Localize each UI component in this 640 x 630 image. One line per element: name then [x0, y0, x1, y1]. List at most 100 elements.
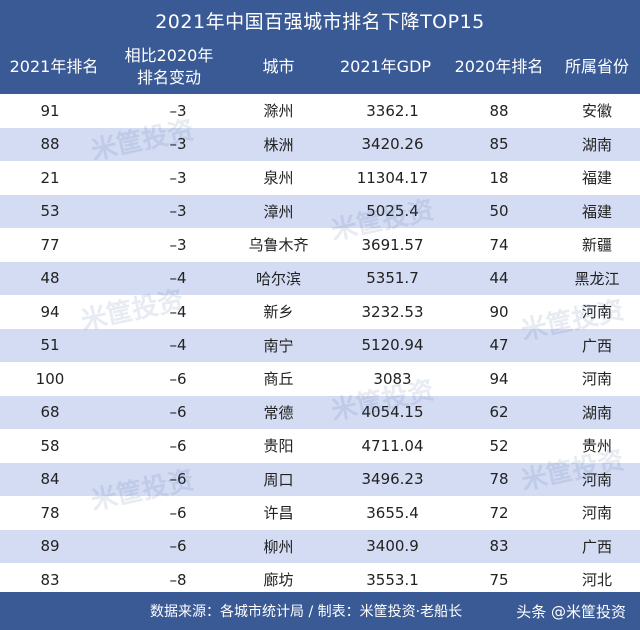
table-row: 94 –4 新乡 3232.53 90 河南 — [0, 295, 640, 329]
cell-city: 乌鲁木齐 — [248, 236, 309, 255]
cell-rank-2020: 88 — [489, 101, 509, 120]
cell-gdp-2021: 3083 — [373, 369, 412, 388]
cell-rank-2020: 75 — [489, 570, 509, 589]
cell-rank-change: –3 — [169, 202, 187, 221]
header-rank-change: 相比2020年 排名变动 — [108, 40, 230, 94]
cell-province: 河南 — [581, 370, 612, 389]
table-row: 51 –4 南宁 5120.94 47 广西 — [0, 328, 640, 362]
cell-province: 河南 — [581, 303, 612, 322]
source-note: 数据来源：各城市统计局 / 制表：米筐投资·老船长 — [150, 604, 463, 620]
cell-rank-2020: 62 — [489, 403, 509, 422]
table-row: 21 –3 泉州 11304.17 18 福建 — [0, 161, 640, 195]
table-row: 91 –3 滁州 3362.1 88 安徽 — [0, 94, 640, 128]
cell-rank-2020: 18 — [489, 168, 509, 187]
cell-gdp-2021: 3553.1 — [366, 570, 419, 589]
cell-rank-2021: 100 — [35, 369, 65, 388]
cell-city: 滁州 — [263, 102, 294, 121]
cell-rank-change: –3 — [169, 168, 187, 187]
cell-gdp-2021: 3420.26 — [361, 135, 424, 154]
cell-province: 湖南 — [581, 403, 612, 422]
cell-rank-change: –6 — [169, 436, 187, 455]
cell-province: 河北 — [581, 571, 612, 590]
cell-rank-change: –3 — [169, 101, 187, 120]
cell-rank-2020: 44 — [489, 269, 509, 288]
cell-city: 常德 — [263, 403, 294, 422]
cell-city: 廊坊 — [263, 571, 294, 590]
header-rank-2020: 2020年排名 — [454, 57, 544, 76]
cell-gdp-2021: 3400.9 — [366, 537, 419, 556]
table-row: 58 –6 贵阳 4711.04 52 贵州 — [0, 429, 640, 463]
table-footer: 数据来源：各城市统计局 / 制表：米筐投资·老船长 头条 @米筐投资 — [0, 592, 640, 630]
cell-province: 福建 — [581, 169, 612, 188]
cell-gdp-2021: 5351.7 — [366, 269, 419, 288]
cell-city: 商丘 — [263, 370, 294, 389]
cell-rank-2020: 72 — [489, 503, 509, 522]
cell-city: 新乡 — [263, 303, 294, 322]
cell-rank-2021: 21 — [40, 168, 60, 187]
cell-rank-2021: 89 — [40, 537, 60, 556]
cell-rank-2021: 83 — [40, 570, 60, 589]
brand-label: 头条 @米筐投资 — [516, 602, 626, 621]
cell-city: 柳州 — [263, 537, 294, 556]
cell-city: 泉州 — [263, 169, 294, 188]
table-row: 84 –6 周口 3496.23 78 河南 — [0, 462, 640, 496]
cell-gdp-2021: 5025.4 — [366, 202, 419, 221]
cell-province: 贵州 — [581, 437, 612, 456]
table-row: 83 –8 廊坊 3553.1 75 河北 — [0, 563, 640, 597]
cell-rank-2020: 50 — [489, 202, 509, 221]
cell-gdp-2021: 3232.53 — [361, 302, 424, 321]
table-header: 2021年排名 相比2020年 排名变动 城市 2021年GDP 2020年排名… — [0, 40, 640, 94]
cell-province: 广西 — [581, 537, 612, 556]
cell-rank-change: –3 — [169, 235, 187, 254]
table-row: 77 –3 乌鲁木齐 3691.57 74 新疆 — [0, 228, 640, 262]
cell-rank-change: –6 — [169, 369, 187, 388]
cell-rank-2021: 77 — [40, 235, 60, 254]
header-rank-change-line2: 排名变动 — [136, 68, 201, 87]
cell-city: 南宁 — [263, 336, 294, 355]
cell-rank-change: –4 — [169, 269, 187, 288]
cell-city: 贵阳 — [263, 437, 294, 456]
header-gdp-2021: 2021年GDP — [339, 57, 432, 76]
cell-rank-2021: 84 — [40, 470, 60, 489]
cell-rank-2020: 78 — [489, 470, 509, 489]
cell-gdp-2021: 3496.23 — [361, 470, 424, 489]
cell-gdp-2021: 3362.1 — [366, 101, 419, 120]
cell-province: 湖南 — [581, 135, 612, 154]
cell-rank-2020: 90 — [489, 302, 509, 321]
table-row: 89 –6 柳州 3400.9 83 广西 — [0, 529, 640, 563]
header-province: 所属省份 — [564, 57, 629, 76]
cell-rank-2021: 94 — [40, 302, 60, 321]
cell-gdp-2021: 4054.15 — [361, 403, 424, 422]
table-body: 91 –3 滁州 3362.1 88 安徽 88 –3 株洲 3420.26 85 湖南 21 –3 泉州 1… — [0, 94, 640, 597]
cell-rank-2021: 88 — [40, 135, 60, 154]
table-row: 53 –3 漳州 5025.4 50 福建 — [0, 194, 640, 228]
cell-rank-2021: 53 — [40, 202, 60, 221]
header-rank-change-line1: 相比2020年 — [124, 46, 214, 65]
table-title: 2021年中国百强城市排名下降TOP15 — [0, 0, 640, 40]
cell-rank-2020: 94 — [489, 369, 509, 388]
cell-rank-2021: 68 — [40, 403, 60, 422]
table-row: 88 –3 株洲 3420.26 85 湖南 — [0, 127, 640, 161]
table-row: 78 –6 许昌 3655.4 72 河南 — [0, 496, 640, 530]
cell-city: 许昌 — [263, 504, 294, 523]
cell-rank-change: –3 — [169, 135, 187, 154]
cell-city: 周口 — [263, 470, 294, 489]
table-row: 100 –6 商丘 3083 94 河南 — [0, 362, 640, 396]
cell-city: 株洲 — [263, 135, 294, 154]
cell-rank-2021: 51 — [40, 336, 60, 355]
cell-gdp-2021: 11304.17 — [356, 168, 429, 187]
cell-city: 哈尔滨 — [255, 269, 301, 288]
cell-gdp-2021: 3691.57 — [361, 235, 424, 254]
cell-rank-change: –4 — [169, 302, 187, 321]
cell-rank-2020: 83 — [489, 537, 509, 556]
cell-rank-change: –4 — [169, 336, 187, 355]
cell-rank-2020: 74 — [489, 235, 509, 254]
cell-rank-change: –6 — [169, 403, 187, 422]
cell-province: 广西 — [581, 336, 612, 355]
cell-province: 黑龙江 — [574, 269, 620, 288]
cell-rank-2020: 47 — [489, 336, 509, 355]
cell-province: 河南 — [581, 504, 612, 523]
cell-rank-2021: 58 — [40, 436, 60, 455]
cell-rank-2020: 52 — [489, 436, 509, 455]
